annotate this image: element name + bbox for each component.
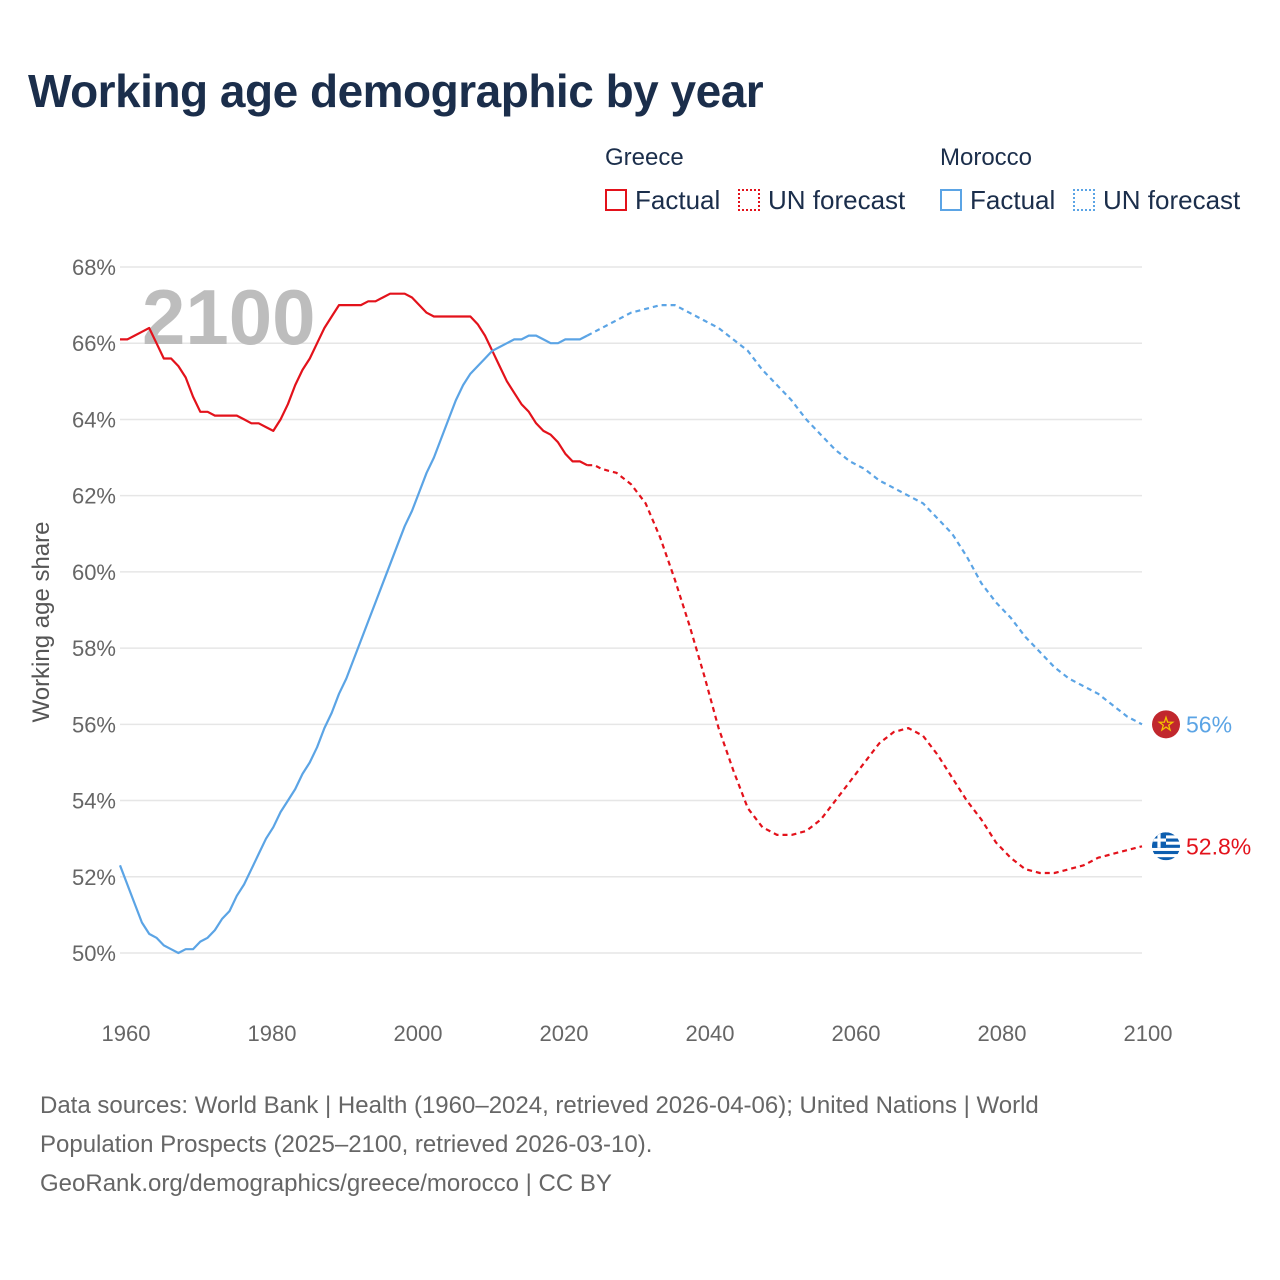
x-tick-label: 1960: [102, 1021, 151, 1046]
series-lines: [118, 292, 1143, 955]
gridlines: [120, 266, 1142, 954]
y-tick-label: 66%: [72, 331, 116, 356]
legend-morocco-factual[interactable]: Factual: [940, 184, 1055, 216]
legend-swatch-dotted-blue: [1073, 189, 1095, 211]
x-axis-ticks: 1960 1980 2000 2020 2040 2060 2080 2100: [102, 1021, 1173, 1046]
series-end-markers: 52.8% 56%: [1152, 710, 1251, 861]
legend-group-greece: Greece: [605, 144, 684, 171]
legend-greece-factual[interactable]: Factual: [605, 184, 720, 216]
legend-swatch-solid-blue: [940, 189, 962, 211]
y-tick-label: 62%: [72, 484, 116, 509]
x-tick-label: 2020: [540, 1021, 589, 1046]
y-axis-ticks: 50% 52% 54% 56% 58% 60% 62% 64% 66% 68%: [72, 255, 116, 966]
sources-line-1: Data sources: World Bank | Health (1960–…: [40, 1092, 1039, 1119]
legend-swatch-dotted-red: [738, 189, 760, 211]
legend-greece-forecast[interactable]: UN forecast: [738, 184, 905, 216]
greece-forecast-line[interactable]: [587, 464, 1143, 875]
morocco-factual-line[interactable]: [118, 334, 588, 955]
y-tick-label: 52%: [72, 865, 116, 890]
morocco-flag-icon: [1152, 710, 1180, 739]
y-tick-label: 60%: [72, 560, 116, 585]
sources-line-3[interactable]: GeoRank.org/demographics/greece/morocco …: [40, 1170, 612, 1197]
chart-title: Working age demographic by year: [28, 65, 764, 117]
x-tick-label: 1980: [248, 1021, 297, 1046]
x-tick-label: 2060: [832, 1021, 881, 1046]
x-tick-label: 2100: [1124, 1021, 1173, 1046]
y-tick-label: 50%: [72, 941, 116, 966]
y-tick-label: 54%: [72, 789, 116, 814]
legend-morocco-forecast[interactable]: UN forecast: [1073, 184, 1240, 216]
year-watermark: 2100: [142, 273, 316, 361]
morocco-forecast-line[interactable]: [586, 304, 1143, 726]
legend-label: UN forecast: [768, 184, 906, 215]
y-tick-label: 68%: [72, 255, 116, 280]
x-tick-label: 2040: [686, 1021, 735, 1046]
data-sources: Data sources: World Bank | Health (1960–…: [40, 1086, 1170, 1203]
legend-swatch-solid-red: [605, 189, 627, 211]
legend-label: UN forecast: [1103, 184, 1241, 215]
greece-flag-icon: [1152, 832, 1180, 861]
y-tick-label: 58%: [72, 636, 116, 661]
morocco-end-value: 56%: [1186, 711, 1232, 737]
legend-label: Factual: [635, 184, 721, 215]
legend-label: Factual: [970, 184, 1056, 215]
y-tick-label: 56%: [72, 712, 116, 737]
sources-line-2: Population Prospects (2025–2100, retriev…: [40, 1131, 653, 1158]
greece-end-value: 52.8%: [1186, 833, 1251, 859]
greece-factual-line[interactable]: [120, 292, 588, 467]
y-tick-label: 64%: [72, 407, 116, 432]
x-tick-label: 2080: [978, 1021, 1027, 1046]
legend-group-morocco: Morocco: [940, 144, 1033, 171]
x-tick-label: 2000: [394, 1021, 443, 1046]
